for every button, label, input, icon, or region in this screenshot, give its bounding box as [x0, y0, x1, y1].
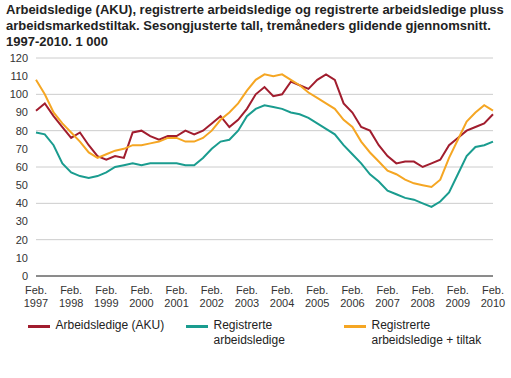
svg-text:Feb.2002: Feb.2002	[200, 284, 224, 309]
svg-text:Feb.2006: Feb.2006	[340, 284, 364, 309]
svg-text:Feb.2004: Feb.2004	[270, 284, 294, 309]
svg-text:30: 30	[16, 215, 28, 227]
svg-text:0: 0	[22, 270, 28, 282]
svg-text:Feb.2009: Feb.2009	[446, 284, 470, 309]
svg-text:Feb.1998: Feb.1998	[59, 284, 83, 309]
svg-text:60: 60	[16, 161, 28, 173]
svg-text:Feb.1997: Feb.1997	[24, 284, 48, 309]
svg-text:Feb.1999: Feb.1999	[94, 284, 118, 309]
svg-text:Feb.2010: Feb.2010	[481, 284, 503, 309]
svg-text:50: 50	[16, 179, 28, 191]
svg-text:100: 100	[10, 88, 28, 100]
svg-text:120: 120	[10, 52, 28, 64]
svg-text:Feb.2007: Feb.2007	[375, 284, 399, 309]
svg-text:Feb.2001: Feb.2001	[164, 284, 188, 309]
svg-text:40: 40	[16, 197, 28, 209]
svg-text:Feb.2008: Feb.2008	[410, 284, 434, 309]
svg-text:Feb.2000: Feb.2000	[129, 284, 153, 309]
html-text:Registrerte arbeidsledige: Registrerte arbeidsledige	[213, 318, 285, 347]
svg-text:20: 20	[16, 234, 28, 246]
html-text:Arbeidsledige (AKU), registrer: Arbeidsledige (AKU), registrerte arbeids…	[6, 2, 504, 49]
svg-text:10: 10	[16, 252, 28, 264]
svg-text:Feb.2005: Feb.2005	[305, 284, 329, 309]
svg-text:70: 70	[16, 143, 28, 155]
svg-text:110: 110	[10, 70, 28, 82]
svg-text:80: 80	[16, 125, 28, 137]
html-text:Arbeidsledige (AKU): Arbeidsledige (AKU)	[55, 318, 165, 332]
html-text:Registrerte arbeidsledige + ti: Registrerte arbeidsledige + tiltak	[371, 318, 482, 347]
svg-text:Feb.2003: Feb.2003	[235, 284, 259, 309]
svg-text:90: 90	[16, 106, 28, 118]
